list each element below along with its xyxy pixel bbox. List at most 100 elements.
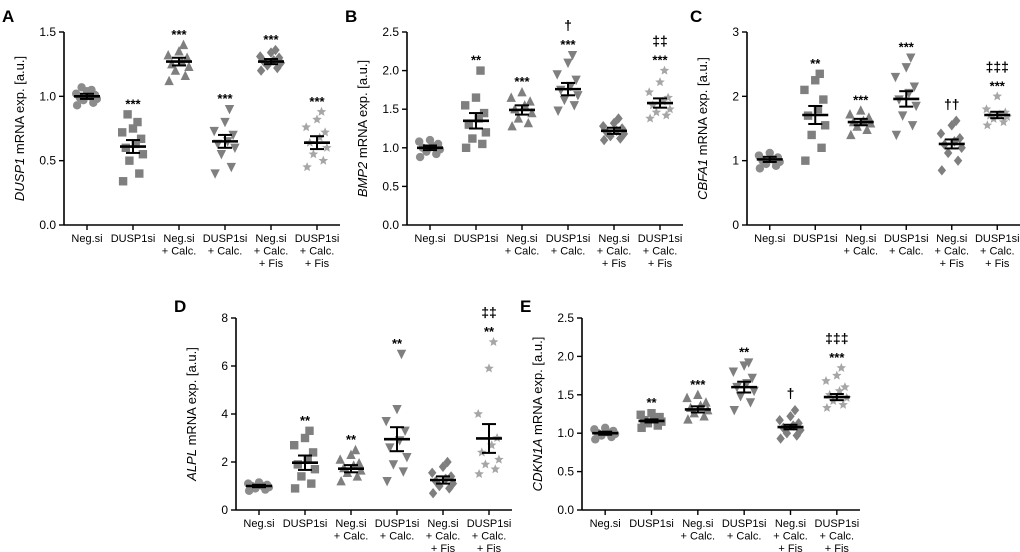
- data-point: [184, 61, 194, 71]
- data-point: [256, 51, 265, 62]
- x-tick-label: + Calc.: [162, 246, 197, 258]
- y-tick-label: 2.5: [382, 25, 399, 39]
- data-point: [729, 405, 739, 416]
- data-point: [125, 156, 134, 165]
- data-point: [765, 148, 774, 158]
- significance-label: **: [810, 56, 821, 71]
- y-tick-label: 6: [221, 359, 228, 373]
- data-point: [478, 139, 487, 149]
- data-point: [845, 109, 855, 119]
- significance-label: **: [484, 324, 495, 339]
- data-point: [590, 425, 599, 434]
- panel-d: D 0 2 4 6 8 ALPL mRNA exp. [a.u.] Neg.si DUSP1si…: [174, 297, 512, 552]
- x-tick-label: DUSP1si: [375, 518, 420, 530]
- data-point: [138, 150, 148, 159]
- y-tick-label: 2.0: [557, 349, 574, 363]
- data-point: [443, 456, 452, 468]
- data-point: [992, 91, 1003, 101]
- x-tick-label: + Calc.: [300, 246, 335, 258]
- data-point: [617, 123, 627, 134]
- significance-label: **: [739, 345, 750, 360]
- data-point: [840, 382, 850, 392]
- data-point: [133, 117, 142, 127]
- data-point: [290, 484, 300, 493]
- data-point: [312, 114, 322, 124]
- y-axis-label: ALPL mRNA exp. [a.u.]: [184, 347, 199, 482]
- data-point: [981, 104, 992, 114]
- y-tick-label: 0.0: [557, 503, 574, 517]
- data-point: [846, 129, 856, 140]
- data-point: [388, 460, 399, 470]
- data-point: [226, 162, 236, 173]
- significance-label: **: [471, 53, 482, 68]
- x-tick-label: + Fis: [648, 258, 673, 270]
- data-point: [955, 132, 965, 144]
- y-tick-label: 0.0: [382, 218, 399, 232]
- panel-letter: A: [2, 7, 14, 26]
- significance-label: ‡‡: [481, 304, 497, 320]
- data-point: [301, 122, 311, 132]
- data-point: [749, 386, 759, 397]
- data-point: [813, 105, 823, 114]
- data-point: [906, 53, 916, 63]
- data-point: [461, 143, 471, 152]
- data-point: [303, 455, 312, 464]
- data-point: [87, 85, 96, 95]
- panel-letter: E: [520, 297, 531, 316]
- x-tick-label: Neg.si: [255, 233, 286, 245]
- y-tick-label: 1.5: [557, 388, 574, 402]
- data-point: [396, 349, 407, 360]
- data-point: [464, 120, 473, 129]
- x-tick-label: Neg.si: [427, 518, 458, 530]
- x-tick-label: + Calc.: [472, 531, 507, 543]
- data-point: [701, 397, 711, 407]
- significance-label: †: [787, 385, 795, 401]
- data-point: [523, 117, 533, 128]
- data-point: [490, 464, 501, 474]
- data-point: [174, 46, 184, 56]
- data-point: [123, 110, 132, 119]
- significance-label: ‡‡‡: [986, 58, 1009, 74]
- data-point: [170, 65, 181, 75]
- data-point: [307, 479, 316, 488]
- data-point: [293, 460, 302, 469]
- data-point: [336, 476, 346, 486]
- data-point: [663, 92, 673, 102]
- data-point: [819, 95, 828, 104]
- x-tick-label: DUSP1si: [295, 233, 340, 245]
- y-tick-label: 2.0: [382, 64, 399, 78]
- y-tick-label: 2: [221, 455, 228, 469]
- x-tick-label: Neg.si: [598, 233, 629, 245]
- y-tick-label: 1: [732, 154, 739, 168]
- significance-label: ***: [899, 40, 915, 55]
- data-point: [481, 128, 491, 137]
- data-point: [527, 107, 537, 118]
- x-tick-label: + Calc.: [773, 531, 808, 543]
- data-point: [136, 134, 146, 143]
- data-point: [474, 114, 483, 123]
- y-tick-label: 1.0: [557, 426, 574, 440]
- significance-label: ‡‡: [652, 33, 668, 49]
- x-tick-label: + Calc.: [889, 246, 924, 258]
- x-tick-label: + Calc.: [980, 246, 1015, 258]
- data-point: [488, 337, 499, 347]
- x-tick-label: + Calc.: [505, 246, 540, 258]
- data-point: [320, 127, 330, 137]
- data-point: [77, 83, 86, 92]
- data-point: [569, 101, 579, 111]
- x-tick-label: + Calc.: [426, 531, 461, 543]
- data-point: [118, 177, 128, 186]
- x-tick-label: + Fis: [259, 258, 284, 270]
- data-point: [599, 120, 608, 132]
- data-point: [820, 121, 830, 130]
- data-point: [838, 399, 848, 409]
- data-point: [256, 65, 266, 76]
- panel-b: B 0.0 0.5 1.0 1.5 2.0 2.5 BMP2 mRNA exp. [a.u.]…: [345, 7, 683, 270]
- x-tick-label: + Calc.: [551, 246, 586, 258]
- x-tick-label: Neg.si: [71, 233, 102, 245]
- data-point: [402, 453, 412, 463]
- significance-label: ***: [853, 92, 869, 107]
- x-tick-label: + Fis: [602, 258, 627, 270]
- y-tick-label: 0: [732, 218, 739, 232]
- data-point: [952, 115, 961, 126]
